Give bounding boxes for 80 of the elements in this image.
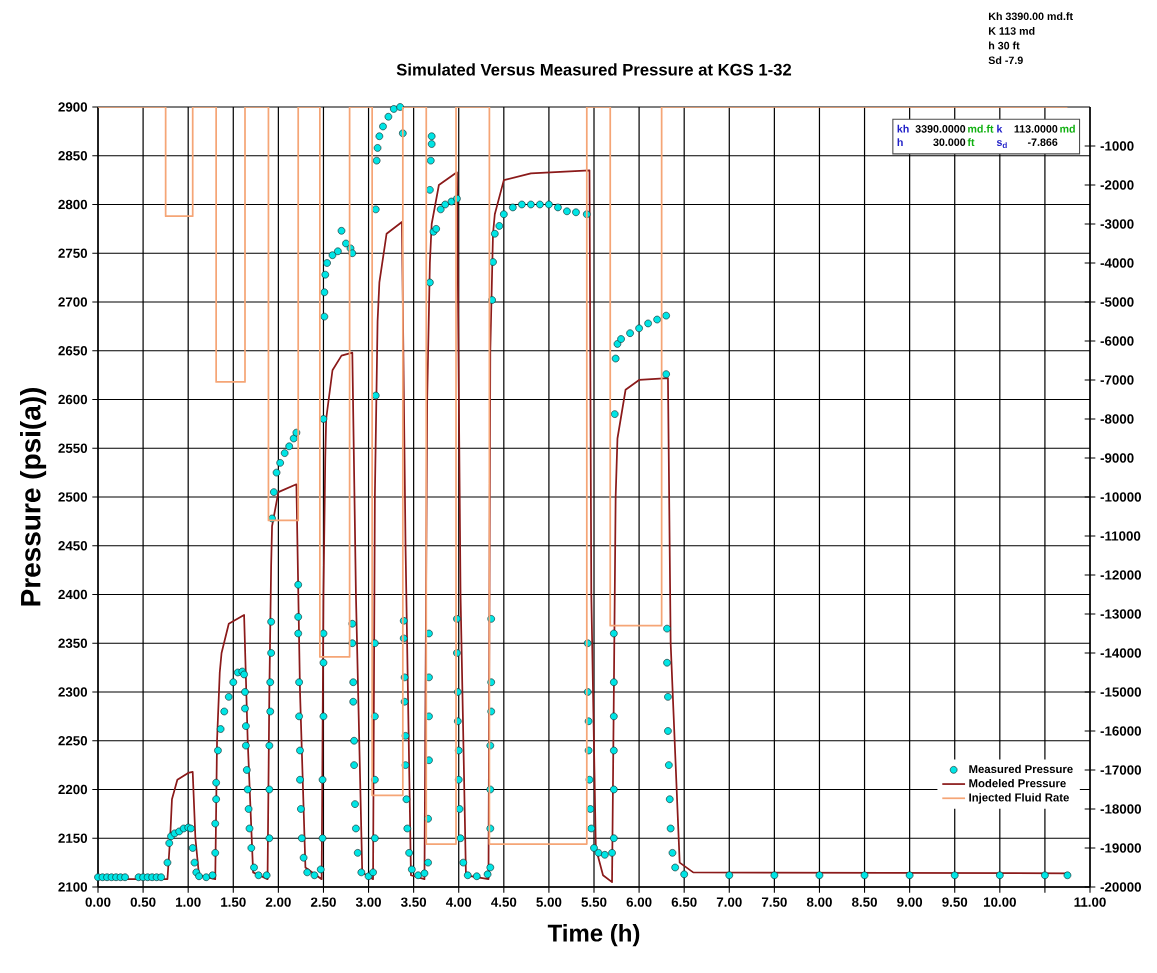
- y2-tick-label: -11000: [1100, 531, 1141, 541]
- y2-tick-label: -19000: [1100, 843, 1142, 853]
- y-tick-label: 2700: [58, 297, 88, 307]
- y2-tick-label: -2000: [1100, 180, 1134, 190]
- y2-tick-label: -9000: [1100, 453, 1134, 463]
- annotation: md: [1060, 124, 1075, 133]
- y2-tick-label: -5000: [1100, 297, 1134, 307]
- y2-tick-label: -4000: [1100, 258, 1134, 268]
- annotation: -7.866: [1027, 138, 1058, 146]
- y-tick-label: 2800: [58, 199, 88, 210]
- y2-tick-label: -10000: [1100, 492, 1142, 502]
- y-tick-label: 2150: [58, 833, 88, 843]
- text: Kh 3390.00 md.ft: [988, 12, 1073, 21]
- text: h 30 ft: [989, 41, 1020, 50]
- annotation: 3390.0000: [915, 125, 966, 133]
- y2-tick-label: -18000: [1100, 804, 1142, 814]
- x-tick-label: 1.00: [176, 897, 201, 907]
- legend-label: Modeled Pressure: [969, 778, 1066, 788]
- x-axis-title: Time (h): [547, 923, 640, 947]
- x-tick-label: 9.50: [942, 897, 968, 907]
- y-tick-label: 2600: [58, 394, 88, 405]
- x-tick-label: 0.00: [85, 897, 111, 907]
- y-tick-label: 2100: [58, 882, 88, 892]
- annotation: kh: [897, 124, 909, 133]
- annotation: h: [897, 138, 903, 146]
- y-tick-label: 2750: [58, 248, 88, 258]
- y-tick-label: 2350: [58, 638, 88, 648]
- y-tick-label: 2850: [58, 151, 88, 161]
- x-tick-label: 1.50: [221, 897, 246, 907]
- y-tick-label: 2200: [58, 784, 88, 795]
- legend-label: Measured Pressure: [969, 764, 1073, 774]
- annotation: md.ft: [968, 124, 994, 133]
- y-tick-label: 2250: [58, 736, 88, 746]
- x-tick-label: 5.00: [536, 897, 562, 907]
- x-tick-label: 8.50: [851, 897, 877, 907]
- x-tick-label: 10.00: [983, 897, 1016, 907]
- annotation: k: [997, 124, 1003, 133]
- x-tick-label: 6.00: [626, 897, 652, 907]
- x-tick-label: 4.50: [491, 897, 517, 907]
- y2-tick-label: -3000: [1100, 219, 1134, 229]
- x-tick-label: 6.50: [671, 897, 697, 907]
- annotation: s$_{d}$: [996, 140, 1007, 149]
- y-tick-label: 2400: [58, 589, 88, 600]
- x-tick-label: 9.00: [897, 897, 923, 907]
- x-tick-label: 2.00: [265, 897, 291, 907]
- y2-tick-label: -15000: [1100, 687, 1142, 697]
- x-tick-label: 7.00: [716, 897, 742, 907]
- y-tick-label: 2500: [58, 492, 88, 502]
- y-tick-label: 2450: [58, 541, 88, 551]
- y2-tick-label: -17000: [1100, 765, 1142, 775]
- y2-tick-label: -7000: [1100, 375, 1134, 385]
- y2-tick-label: -16000: [1100, 726, 1142, 736]
- y-tick-label: 2550: [58, 443, 88, 453]
- y2-tick-label: -6000: [1100, 336, 1134, 346]
- annotation: 113.0000: [1014, 125, 1058, 133]
- text: K 113 md: [988, 26, 1035, 35]
- y2-tick-label: -14000: [1100, 648, 1142, 658]
- x-tick-label: 8.00: [806, 897, 832, 907]
- y-tick-label: 2900: [58, 102, 88, 112]
- y-tick-label: 2650: [58, 346, 88, 356]
- legend-label: Injected Fluid Rate: [969, 793, 1069, 804]
- chart-title: Simulated Versus Measured Pressure at KGS 1-32: [396, 63, 792, 76]
- y-tick-label: 2300: [58, 687, 88, 697]
- text: Sd -7.9: [988, 56, 1023, 65]
- x-tick-label: 7.50: [761, 897, 787, 907]
- x-tick-label: 3.50: [400, 897, 427, 907]
- y2-tick-label: -8000: [1100, 414, 1134, 424]
- y2-tick-label: -1000: [1100, 141, 1134, 151]
- x-tick-label: 5.50: [581, 897, 607, 907]
- y2-tick-label: -13000: [1100, 609, 1142, 619]
- x-tick-label: 4.00: [445, 897, 472, 907]
- annotation: 30.000: [933, 138, 966, 147]
- x-tick-label: 11.00: [1074, 897, 1106, 907]
- x-tick-label: 3.00: [355, 897, 381, 907]
- y2-tick-label: -20000: [1100, 882, 1142, 892]
- y2-tick-label: -12000: [1100, 570, 1142, 580]
- y-axis-title: Pressure (psi(a)): [20, 387, 47, 606]
- x-tick-label: 0.50: [130, 897, 156, 907]
- annotation: ft: [967, 138, 975, 146]
- x-tick-label: 2.50: [310, 897, 336, 907]
